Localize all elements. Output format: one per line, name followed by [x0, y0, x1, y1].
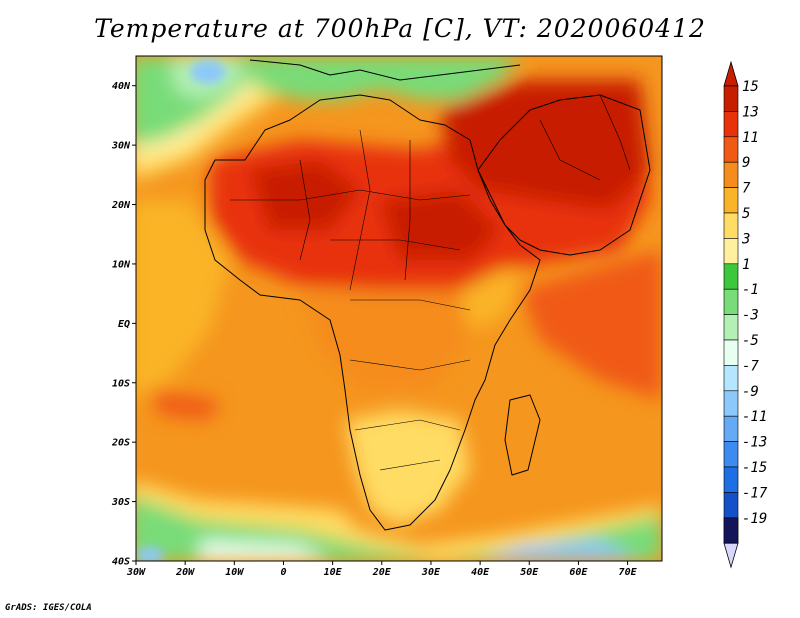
field-smooth-layer — [136, 56, 662, 561]
lon-tick-label: 10E — [324, 567, 343, 578]
lon-tick-label: 20W — [175, 567, 195, 578]
colorbar-swatch — [723, 492, 739, 519]
colorbar-label: -1 — [742, 282, 759, 298]
map-title: Temperature at 700hPa [C], VT: 202006041… — [94, 14, 706, 43]
border-line-7 — [349, 359, 471, 371]
border-line-5 — [330, 239, 461, 251]
credit-text: GrADS: IGES/COLA — [5, 603, 92, 613]
border-line-1 — [230, 189, 471, 201]
lat-tick-label: 30S — [111, 497, 130, 508]
border-line-8 — [354, 419, 461, 431]
lat-tick-label: 40N — [112, 81, 131, 92]
colorbar-swatch — [723, 136, 739, 163]
colorbar-label: 3 — [741, 231, 750, 247]
colorbar-swatch — [723, 85, 739, 112]
colorbar-swatch — [723, 288, 739, 315]
colorbar-label: 1 — [742, 257, 750, 273]
europe-coastline — [249, 59, 521, 81]
border-line-2 — [299, 159, 311, 261]
hottest-arabia-zone — [440, 80, 650, 210]
colorbar-label: -7 — [742, 358, 759, 374]
colorbar-swatch — [723, 187, 739, 214]
border-line-9 — [379, 459, 441, 471]
colorbar-label: 7 — [742, 181, 751, 197]
country-borders — [230, 94, 631, 471]
arabia-coastline — [477, 94, 651, 256]
lon-tick-label: 30W — [126, 567, 146, 578]
lon-tick-label: 50E — [520, 567, 539, 578]
hot-west-sahara-zone — [250, 160, 360, 230]
lon-tick-label: 30E — [421, 567, 441, 578]
lat-tick-label: 20S — [111, 438, 130, 449]
atlantic-warm-patch — [150, 390, 220, 420]
colorbar-swatch — [723, 238, 739, 265]
colorbar-bottom-arrow — [723, 542, 739, 569]
border-line-3 — [349, 129, 371, 291]
colorbar: 15 13 11 9 7 5 3 1 -1 -3 -5 -7 -9 -11 -13 -15 -17 -19 — [723, 60, 768, 569]
field-cold-spots — [136, 60, 226, 561]
map-frame — [135, 55, 663, 562]
colorbar-swatch — [723, 415, 739, 442]
colorbar-label: -9 — [742, 384, 759, 400]
colorbar-label: 15 — [742, 79, 759, 95]
lat-tick-label: 20N — [111, 200, 131, 211]
south-blue-patch — [480, 540, 640, 561]
colorbar-swatch — [723, 263, 739, 290]
africa-coastline — [204, 94, 541, 531]
southern-africa-yellow — [345, 410, 470, 525]
colorbar-swatch — [723, 161, 739, 188]
colorbar-label: -11 — [742, 409, 767, 425]
lat-tick-label: 10S — [112, 378, 130, 389]
colorbar-label: 13 — [742, 104, 759, 120]
border-line-6 — [350, 299, 471, 311]
colorbar-label: -19 — [742, 511, 767, 527]
lon-tick-label: 20E — [372, 567, 392, 578]
lat-tick-label: 40S — [112, 557, 130, 568]
colorbar-swatch — [723, 466, 739, 493]
lon-tick-label: 0 — [280, 567, 286, 578]
lon-tick-label: 40E — [471, 567, 490, 578]
temperature-field — [136, 56, 662, 561]
lat-tick-label: 30N — [111, 141, 131, 152]
colorbar-label: -13 — [742, 435, 767, 451]
coastlines — [204, 59, 651, 531]
lon-tick-label: 10W — [225, 567, 244, 578]
indian-ocean-warm-zone — [520, 250, 662, 400]
south-pale-patch — [200, 540, 330, 561]
colorbar-swatch — [723, 111, 739, 138]
central-africa-zone — [300, 290, 470, 390]
lat-tick-label: EQ — [118, 319, 130, 330]
colorbar-label: -3 — [742, 308, 759, 324]
cold-spot-sw — [136, 547, 164, 561]
colorbar-label: 9 — [742, 155, 750, 171]
border-line-4 — [404, 140, 411, 281]
colorbar-swatch — [723, 517, 739, 544]
colorbar-swatch — [723, 339, 739, 366]
colorbar-label: 5 — [742, 206, 750, 222]
lat-tick-label: 10N — [112, 259, 131, 270]
atlantic-swath — [136, 200, 230, 397]
lon-tick-label: 70E — [619, 567, 638, 578]
colorbar-swatch — [723, 314, 739, 341]
border-line-11 — [599, 94, 631, 171]
madagascar-coastline — [504, 394, 541, 476]
colorbar-label: 11 — [742, 130, 759, 146]
colorbar-top-arrow — [723, 60, 739, 87]
colorbar-swatch — [723, 365, 739, 392]
lon-tick-label: 60E — [569, 567, 588, 578]
colorbar-label: -17 — [742, 485, 768, 501]
colorbar-swatch — [723, 212, 739, 239]
border-line-10 — [539, 119, 601, 181]
europe-green-zone — [240, 56, 520, 100]
colorbar-label: -15 — [742, 460, 767, 476]
colorbar-swatch — [723, 390, 739, 417]
colorbar-label: -5 — [742, 333, 759, 349]
cold-spot-nw — [190, 60, 226, 84]
colorbar-swatch — [723, 441, 739, 468]
